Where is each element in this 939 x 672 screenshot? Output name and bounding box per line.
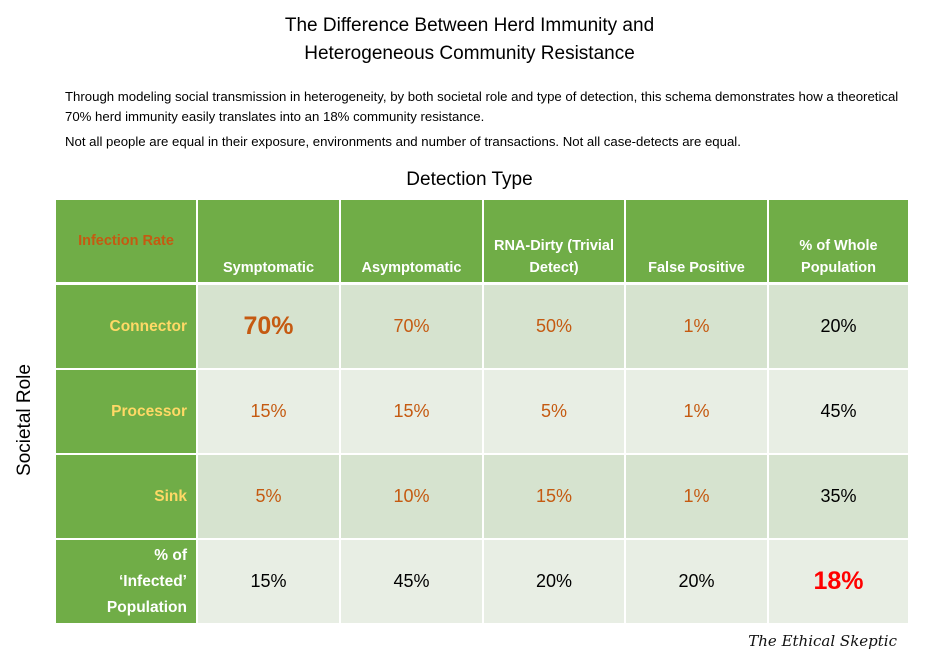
table-cell-text: 5% — [540, 401, 567, 421]
table-cell-text: 5% — [255, 486, 282, 506]
y-axis-label: Societal Role — [14, 364, 35, 476]
title-line-2: Heterogeneous Community Resistance — [304, 43, 635, 64]
description-paragraph: Through modeling social transmission in … — [65, 89, 899, 124]
corner-label: Infection Rate — [56, 200, 196, 282]
table-cell-text: 1% — [683, 401, 710, 421]
table-cell: 45% — [769, 370, 908, 453]
table-cell: 45% — [341, 540, 482, 623]
table-cell-text: 18% — [813, 567, 864, 595]
table-cell: 10% — [341, 455, 482, 538]
table-cell-text: 15% — [393, 401, 430, 421]
table-cell-text: 20% — [678, 571, 715, 591]
table-cell-text: 35% — [820, 486, 857, 506]
column-header: Symptomatic — [198, 200, 339, 282]
infection-rate-table: Infection Rate Symptomatic Asymptomatic RNA… — [56, 200, 908, 623]
note-paragraph: Not all people are equal in their exposu… — [65, 134, 741, 149]
table-cell-text: 45% — [393, 571, 430, 591]
column-header-text: Asymptomatic — [361, 260, 462, 276]
table-cell-text: 20% — [820, 316, 857, 336]
table-cell: 5% — [484, 370, 624, 453]
table-cell: 5% — [198, 455, 339, 538]
table-cell: 20% — [626, 540, 767, 623]
row-header-text: Processor — [111, 402, 187, 420]
table-cell: 50% — [484, 285, 624, 368]
title-line-1: The Difference Between Herd Immunity and — [284, 15, 655, 36]
table-cell: 18% — [769, 540, 908, 623]
column-header: RNA-Dirty (Trivial Detect) — [484, 200, 624, 282]
table-cell: 1% — [626, 285, 767, 368]
row-header-text: Connector — [109, 317, 188, 335]
table-cell: 70% — [198, 285, 339, 368]
table-cell-text: 1% — [683, 486, 710, 506]
table-cell-text: 45% — [820, 401, 857, 421]
table-cell: 15% — [341, 370, 482, 453]
column-header-text: Symptomatic — [222, 260, 315, 276]
column-header-text: RNA-Dirty (Trivial Detect) — [493, 238, 615, 276]
column-header: % of Whole Population — [769, 200, 908, 282]
signature: The Ethical Skeptic — [748, 632, 897, 650]
table-cell: 20% — [769, 285, 908, 368]
table-cell-text: 50% — [535, 316, 573, 336]
column-header: False Positive — [626, 200, 767, 282]
table-cell: 35% — [769, 455, 908, 538]
table-cell-text: 70% — [393, 316, 430, 336]
column-header-text: % of Whole Population — [799, 238, 878, 276]
column-header-text: False Positive — [648, 260, 745, 276]
table-cell-text: 15% — [535, 486, 573, 506]
table-cell: 15% — [198, 540, 339, 623]
table-cell-text: 1% — [683, 316, 710, 336]
table-cell-text: 20% — [535, 571, 573, 591]
table-cell: 20% — [484, 540, 624, 623]
table-cell: 70% — [341, 285, 482, 368]
x-axis-label: Detection Type — [406, 169, 533, 190]
row-header: % of ‘Infected’ Population — [56, 540, 196, 623]
table-cell: 1% — [626, 455, 767, 538]
table-cell-text: 15% — [250, 401, 287, 421]
table-cell-text: 10% — [393, 486, 430, 506]
column-header: Asymptomatic — [341, 200, 482, 282]
row-header: Connector — [56, 285, 196, 368]
row-header-text: Sink — [154, 487, 187, 505]
row-header: Sink — [56, 455, 196, 538]
table-cell: 15% — [198, 370, 339, 453]
table-cell-text: 70% — [243, 312, 294, 340]
row-header: Processor — [56, 370, 196, 453]
row-header-text: % of ‘Infected’ Population — [106, 546, 187, 616]
corner-label-text: Infection Rate — [78, 233, 174, 249]
table-cell-text: 15% — [250, 571, 287, 591]
table-cell: 1% — [626, 370, 767, 453]
table-cell: 15% — [484, 455, 624, 538]
